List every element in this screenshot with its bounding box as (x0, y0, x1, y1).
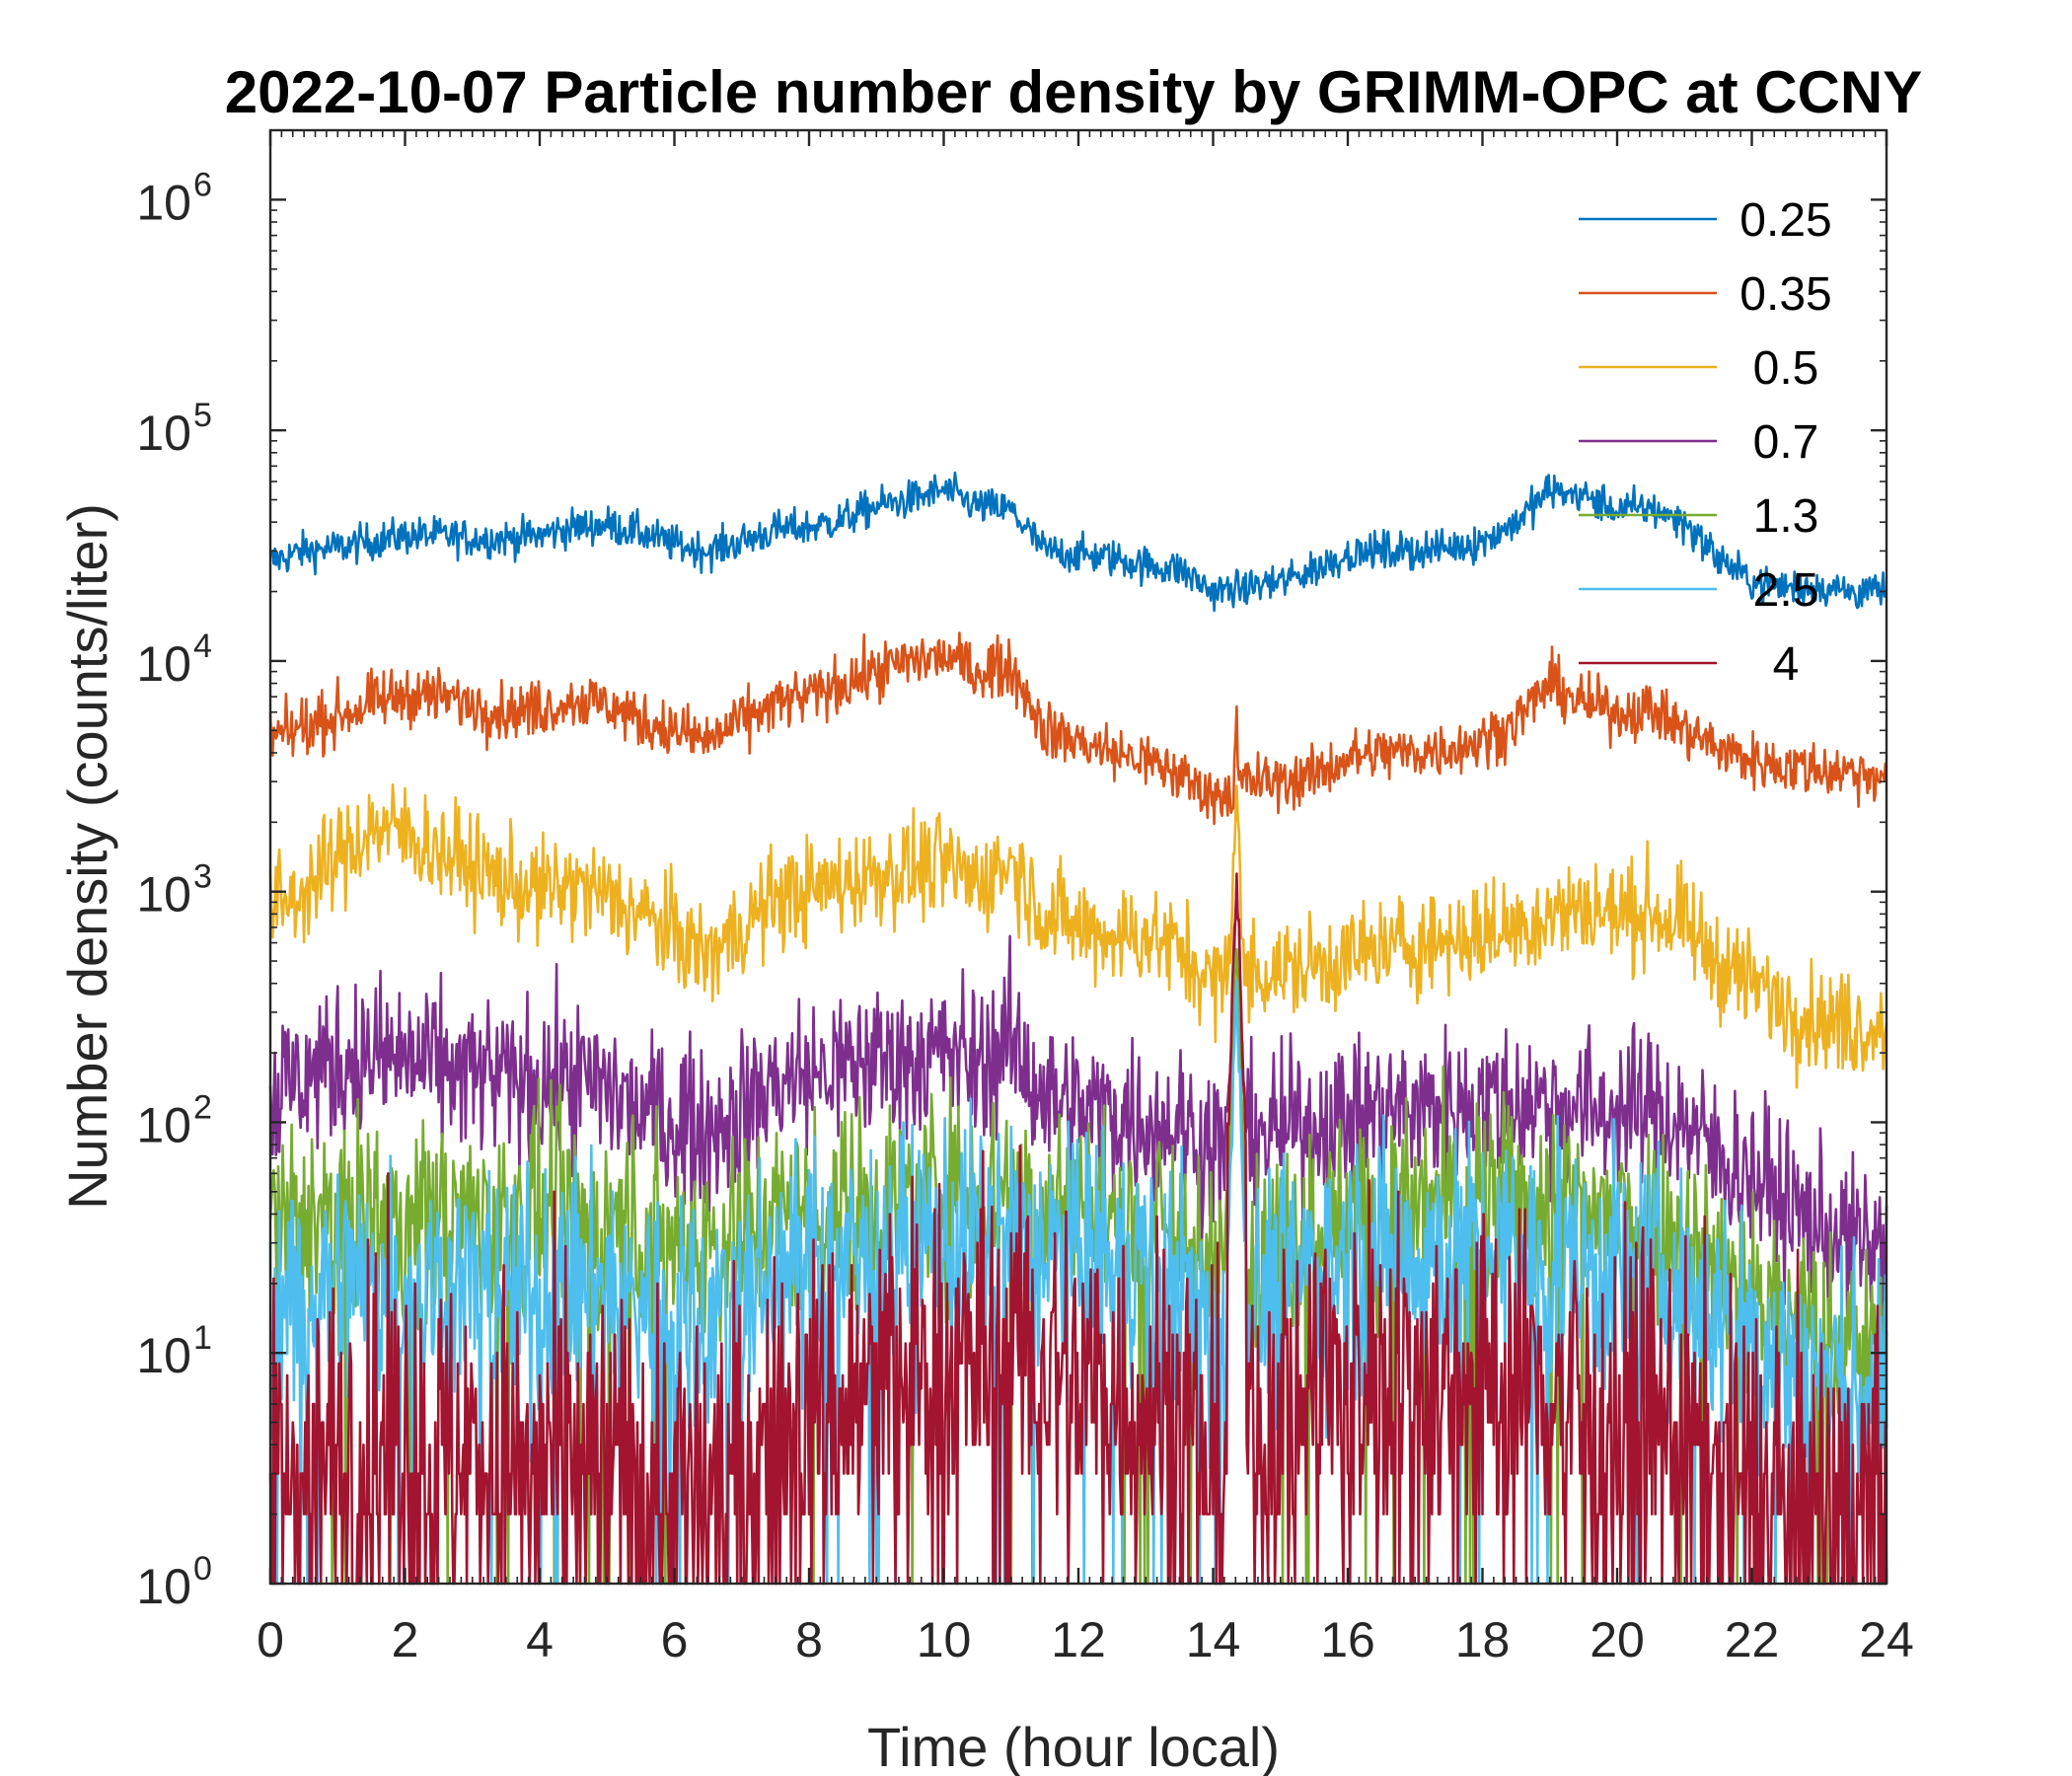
y-axis-label: Number density (counts/liter) (56, 503, 118, 1210)
legend-entry: 1.3 (1753, 490, 1819, 543)
y-tick-exponent: 2 (193, 1088, 212, 1126)
y-tick-exponent: 6 (193, 166, 212, 203)
y-tick-exponent: 1 (193, 1319, 212, 1357)
x-tick-label: 2 (392, 1612, 419, 1667)
legend-entry: 0.25 (1739, 194, 1831, 247)
x-tick-label: 6 (661, 1612, 689, 1667)
axes (268, 128, 1888, 1586)
x-tick-label: 4 (526, 1612, 554, 1667)
legend-entry: 0.7 (1753, 416, 1819, 469)
series-line-0-5 (268, 782, 1888, 1089)
x-tick-label: 14 (1186, 1612, 1241, 1667)
x-tick-label: 20 (1590, 1612, 1645, 1667)
x-tick-label: 24 (1859, 1612, 1914, 1667)
y-tick-label: 10 (136, 1559, 191, 1614)
y-tick-label: 10 (136, 636, 191, 692)
series-group (268, 471, 1888, 1586)
x-tick-label: 12 (1051, 1612, 1106, 1667)
series-line-0-25 (268, 471, 1888, 613)
series-line-0-35 (268, 631, 1888, 826)
legend: 0.25 0.35 0.5 0.7 1.3 2.5 4 (1579, 194, 1832, 691)
legend-entry: 0.35 (1739, 268, 1831, 321)
x-tick-label: 22 (1725, 1612, 1780, 1667)
y-tick-exponent: 4 (193, 628, 212, 665)
series-line-4 (268, 872, 1888, 1586)
chart-title: 2022-10-07 Particle number density by GR… (225, 59, 1923, 125)
x-tick-label: 16 (1320, 1612, 1375, 1667)
y-tick-label: 10 (136, 406, 191, 461)
y-tick-exponent: 5 (193, 397, 212, 434)
y-tick-exponent: 3 (193, 858, 212, 896)
y-tick-label: 10 (136, 867, 191, 923)
x-tick-label: 8 (795, 1612, 823, 1667)
legend-entry: 0.5 (1753, 342, 1819, 395)
y-tick-label: 10 (136, 1097, 191, 1152)
legend-entry: 4 (1773, 638, 1800, 691)
x-tick-labels: 0 2 4 6 8 10 12 14 16 18 20 22 24 (257, 1612, 1914, 1667)
series-line-2-5 (268, 979, 1888, 1586)
y-tick-label: 10 (136, 175, 191, 230)
legend-entry: 2.5 (1753, 564, 1819, 617)
x-axis-label: Time (hour local) (867, 1716, 1280, 1776)
y-tick-label: 10 (136, 1328, 191, 1383)
x-tick-label: 10 (917, 1612, 972, 1667)
x-tick-label: 18 (1455, 1612, 1511, 1667)
x-tick-label: 0 (257, 1612, 284, 1667)
y-tick-exponent: 0 (193, 1550, 212, 1588)
